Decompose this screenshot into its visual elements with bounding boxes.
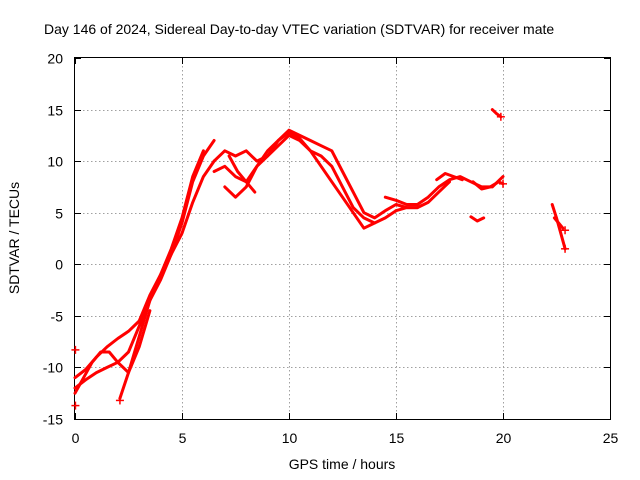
series-track-16 bbox=[552, 216, 565, 230]
series-track-15 bbox=[550, 203, 567, 251]
y-axis-label: SDTVAR / TECUs bbox=[6, 182, 22, 294]
plus-marker bbox=[115, 396, 124, 405]
series-track-14 bbox=[490, 108, 503, 119]
plus-marker bbox=[561, 244, 570, 253]
y-tick-label: 20 bbox=[47, 51, 63, 67]
plus-marker bbox=[496, 112, 505, 121]
y-tick-label: -5 bbox=[51, 309, 64, 325]
y-axis-ticks: -15 -10 -5 0 5 10 15 20 bbox=[43, 51, 610, 428]
series-track-3 bbox=[73, 309, 152, 395]
x-axis-label: GPS time / hours bbox=[289, 456, 396, 472]
y-tick-label: 10 bbox=[47, 154, 63, 170]
plus-marker bbox=[71, 345, 80, 354]
series-track-12 bbox=[471, 180, 505, 191]
plus-marker bbox=[561, 226, 570, 235]
grid bbox=[75, 58, 610, 419]
y-tick-label: 5 bbox=[55, 206, 63, 222]
series-track-2 bbox=[73, 149, 205, 390]
x-tick-label: 25 bbox=[603, 430, 619, 446]
y-tick-label: -10 bbox=[43, 360, 63, 376]
y-tick-label: 15 bbox=[47, 103, 63, 119]
series-track-4 bbox=[118, 159, 216, 400]
x-axis-ticks: 0 5 10 15 20 25 bbox=[72, 58, 619, 446]
series-track-11 bbox=[435, 172, 464, 182]
series-track-7 bbox=[223, 130, 377, 230]
x-tick-label: 5 bbox=[179, 430, 187, 446]
chart-title: Day 146 of 2024, Sidereal Day-to-day VTE… bbox=[44, 21, 554, 37]
series-track-5 bbox=[212, 128, 419, 220]
x-tick-label: 20 bbox=[496, 430, 512, 446]
plot-frame bbox=[74, 57, 611, 420]
data-points bbox=[71, 112, 570, 410]
data-series bbox=[73, 108, 567, 400]
y-tick-label: 0 bbox=[55, 257, 63, 273]
series-track-13 bbox=[469, 215, 486, 223]
x-tick-label: 15 bbox=[389, 430, 405, 446]
x-tick-label: 0 bbox=[72, 430, 80, 446]
series-track-6 bbox=[212, 133, 398, 225]
plus-marker bbox=[499, 179, 507, 188]
x-tick-label: 10 bbox=[282, 430, 298, 446]
plus-marker bbox=[71, 401, 80, 410]
series-track-8 bbox=[227, 154, 257, 194]
series-track-9 bbox=[383, 175, 505, 206]
y-tick-label: -15 bbox=[43, 412, 63, 428]
series-track-10 bbox=[394, 180, 451, 213]
